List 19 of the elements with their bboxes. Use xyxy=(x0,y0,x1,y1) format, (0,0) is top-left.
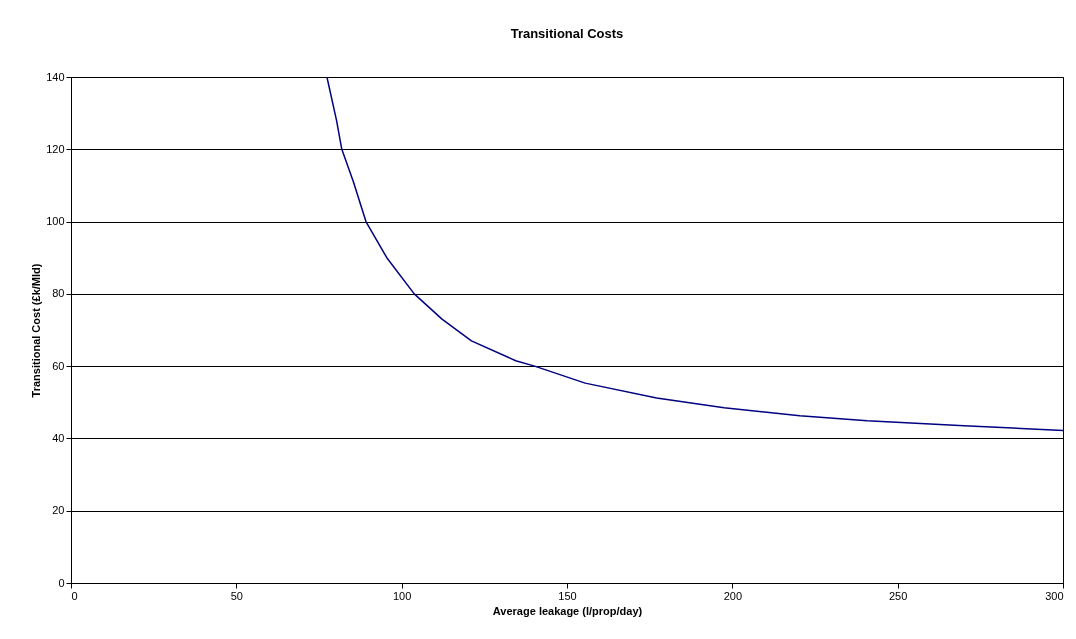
x-tick-label: 200 xyxy=(723,589,743,602)
y-axis-title: Transitional Cost (£k/Mld) xyxy=(30,263,43,398)
x-tick-label: 300 xyxy=(1045,589,1064,602)
x-tick-label: 50 xyxy=(230,589,243,602)
x-tick-label: 250 xyxy=(888,589,908,602)
y-tick-label: 60 xyxy=(52,359,65,372)
x-axis-title: Average leakage (l/prop/day) xyxy=(492,604,643,617)
chart-title: Transitional Costs xyxy=(510,26,624,41)
y-tick-label: 40 xyxy=(52,431,65,444)
x-tick-label: 0 xyxy=(71,589,78,602)
y-tick-label: 100 xyxy=(46,215,65,228)
y-tick-label: 120 xyxy=(46,142,65,155)
y-tick-label: 0 xyxy=(58,576,65,589)
line-series xyxy=(326,77,1063,432)
y-tick-label: 80 xyxy=(52,287,65,300)
y-tick-label: 140 xyxy=(46,70,65,83)
x-tick-label: 100 xyxy=(392,589,412,602)
y-tick-label: 20 xyxy=(52,504,65,517)
x-tick-label: 150 xyxy=(558,589,577,602)
